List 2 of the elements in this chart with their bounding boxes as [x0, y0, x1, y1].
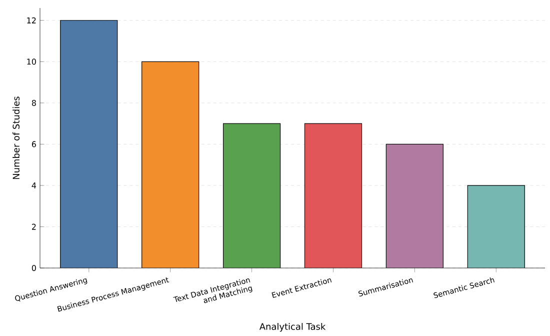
y-axis-title: Number of Studies — [12, 96, 20, 179]
x-axis-title: Analytical Task — [259, 322, 326, 332]
